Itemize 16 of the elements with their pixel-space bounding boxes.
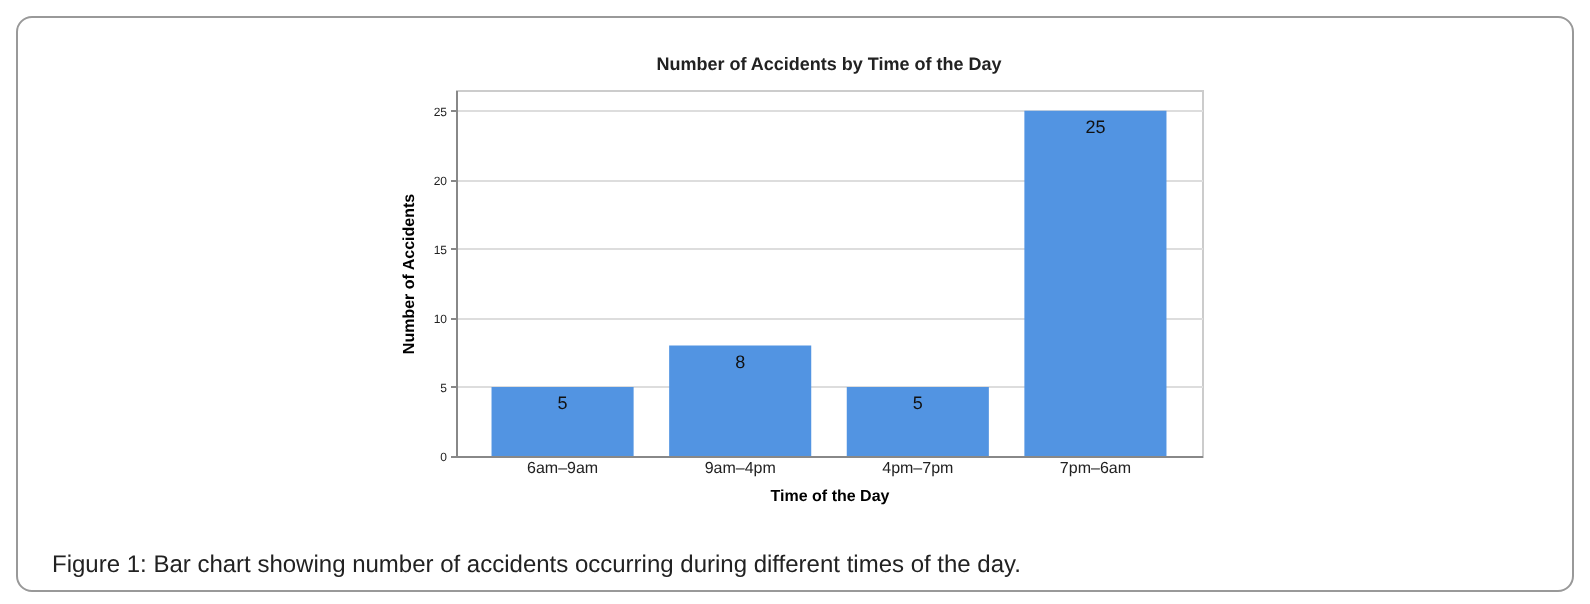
data-label: 5 [912, 392, 923, 413]
x-tick-label: 9am–4pm [704, 459, 777, 477]
chart-title: Number of Accidents by Time of the Day [656, 54, 1002, 74]
y-axis-title: Number of Accidents [399, 192, 418, 355]
data-label: 25 [1085, 116, 1106, 137]
x-axis-title: Time of the Day [770, 487, 891, 505]
bar [669, 345, 812, 456]
data-label: 5 [557, 392, 568, 413]
bar [846, 386, 989, 456]
data-label: 8 [735, 351, 746, 372]
caption: Figure 1: Bar chart showing number of accidents occurring during different times of the day. [52, 550, 1021, 578]
x-tick-label: 6am–9am [526, 459, 599, 477]
x-tick-label: 4pm–7pm [882, 459, 955, 477]
bar [491, 386, 634, 456]
x-tick-label: 7pm–6am [1059, 459, 1132, 477]
bar [1024, 110, 1167, 456]
